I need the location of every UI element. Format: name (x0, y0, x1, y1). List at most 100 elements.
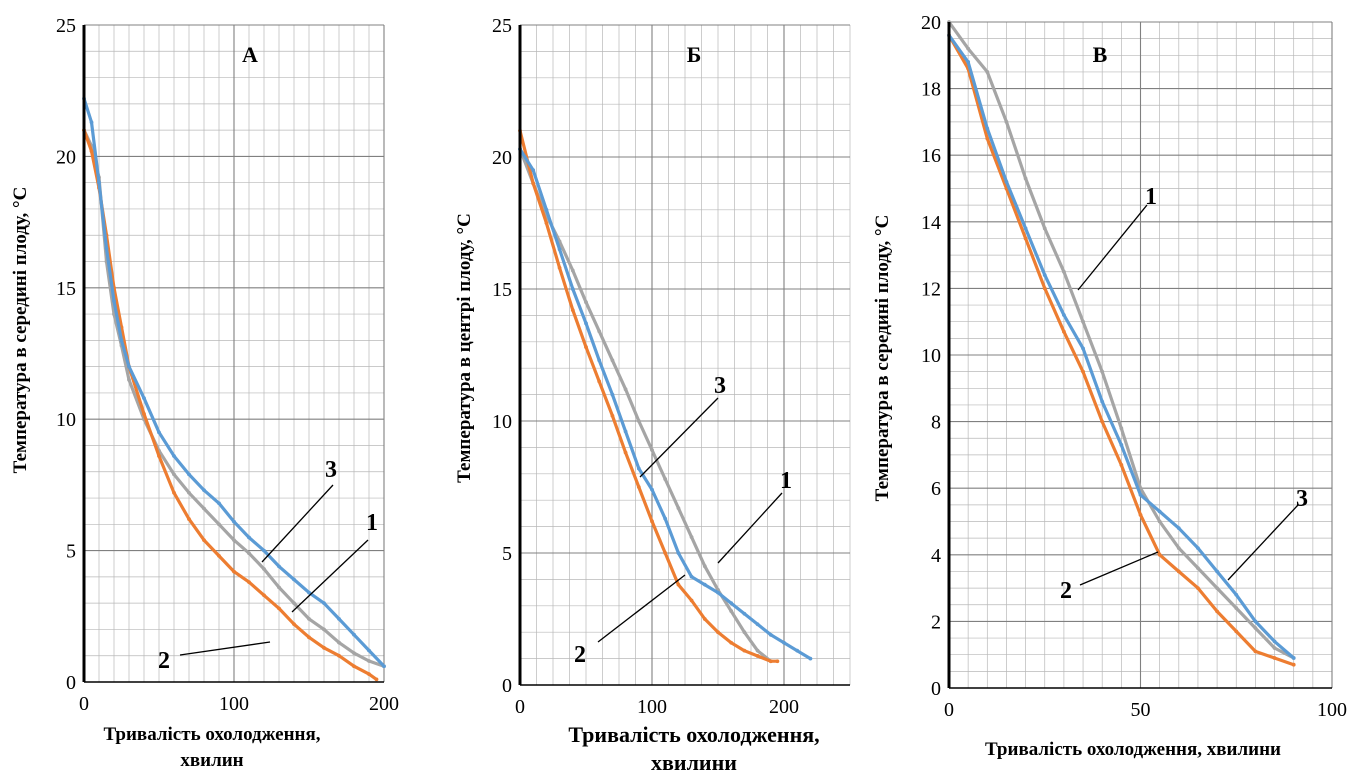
panel-c-ytick-label: 2 (931, 611, 941, 633)
panel-c-series-2-point (1062, 329, 1066, 334)
panel-c-series-3-point (1157, 509, 1162, 514)
panel-a: 0 5 10 15 20 25 0 100 200 А Температура в середи… (10, 15, 399, 771)
panel-a-series (82, 96, 386, 682)
panel-b-xtick-label: 0 (515, 696, 525, 718)
panel-b-series-3-point (768, 632, 773, 637)
panel-c-ytick-label: 14 (921, 212, 941, 234)
panel-b-series-2-point (663, 551, 668, 555)
panel-a-series-1-point (277, 585, 281, 590)
panel-a-ytick-label: 5 (66, 541, 76, 563)
panel-b-ytick-label: 0 (502, 675, 512, 697)
panel-b-series-1-point (676, 506, 681, 511)
panel-b-xtick-label: 200 (769, 696, 799, 718)
panel-b-series-3-point (650, 487, 654, 492)
panel-a-series-2-point (374, 677, 379, 682)
panel-a-annotations: 3 1 2 (158, 457, 378, 674)
panel-b-series-2-point (775, 659, 780, 664)
panel-b-series-3-point (808, 656, 813, 661)
panel-a-series-3-point (382, 664, 386, 669)
panel-c-ytick-label: 12 (921, 278, 941, 300)
panel-b-series-3-point (584, 321, 588, 326)
panel-c-ytick-label: 16 (921, 145, 941, 167)
panel-a-series-1-point (247, 551, 251, 556)
panel-b-annotations: 3 1 2 (574, 373, 792, 668)
panel-b-series-2-point (702, 617, 707, 621)
panel-b-series-3-point (597, 358, 602, 363)
panel-b-label-3: 3 (714, 373, 726, 399)
panel-a-series-3-point (142, 396, 146, 401)
panel-c-series-1-point (1253, 626, 1258, 630)
panel-c-series-3-point (1291, 656, 1296, 660)
panel-c-xtick-label: 50 (1131, 699, 1151, 721)
panel-b-series-3-point (755, 622, 760, 627)
panel-c-series-3-point (1196, 546, 1200, 551)
panel-b-series-3-point (689, 574, 694, 579)
panel-a-series-3-point (112, 299, 116, 303)
panel-a-leader-2 (179, 641, 271, 656)
panel-c-ytick-label: 6 (931, 478, 941, 500)
panel-c-ylabel: Температура в середині плоду, °С (872, 215, 893, 502)
panel-c-series-3-point (1004, 179, 1009, 184)
panel-b-leader-2 (597, 574, 686, 643)
panel-b-series (518, 128, 813, 664)
panel-a-series-3-point (337, 617, 341, 621)
panel-a-series-2-point (232, 569, 236, 574)
panel-b-ytick-label: 5 (502, 543, 512, 565)
panel-a-series-3-point (119, 338, 124, 343)
panel-c-grid (948, 21, 1333, 689)
panel-b-series-3-point (544, 207, 549, 212)
panel-b-series-2-point (768, 659, 773, 664)
panel-a-series-2-point (277, 606, 281, 611)
panel-a-series-2-line (82, 129, 378, 681)
panel-c-series-3-point (1062, 313, 1066, 317)
panel-a-series-1-point (202, 506, 206, 511)
panel-b-series-3-point (702, 582, 707, 587)
panel-b-series-2-point (570, 308, 575, 313)
panel-c-series-3-point (1138, 492, 1143, 497)
panel-b-series-1-point (755, 648, 760, 653)
panel-b-series-1-point (610, 358, 615, 363)
panel-a-series-3-point (322, 601, 326, 606)
panel-a-series-1-point (367, 659, 371, 663)
panel-c-series-3-point (1215, 569, 1219, 574)
panel-b-series-3-point (531, 168, 536, 173)
panel-c-annotations: 1 3 2 (1060, 184, 1308, 604)
panel-a-grid (83, 24, 385, 683)
panel-c-series-1-point (1196, 566, 1200, 571)
panel-b-grid (519, 24, 851, 686)
panel-c-series-2-point (1100, 419, 1105, 424)
panel-a-series-1-point (262, 567, 266, 571)
panel-c-series-2-point (1081, 369, 1085, 374)
panel-b-series-2-point (755, 654, 760, 658)
panel-b-ytick-label: 10 (492, 411, 512, 433)
panel-a-series-3-point (292, 577, 296, 582)
panel-c-series-3-point (1081, 346, 1085, 351)
panel-a-series-3-point (187, 472, 191, 477)
panel-b-series-2-point (689, 598, 694, 603)
panel-b-series-1-point (689, 535, 694, 540)
panel-b-series-2-point (557, 265, 562, 270)
panel-c-series-2-point (1196, 586, 1200, 590)
panel-c-series-1-point (1157, 519, 1162, 524)
panel-a-series-3-line (82, 98, 386, 668)
panel-c-series-2-point (985, 136, 990, 141)
panel-b-series-1-point (597, 329, 602, 334)
panel-b-series-1-line (518, 148, 772, 663)
panel-a-label-1: 1 (366, 510, 378, 536)
panel-b: 0 5 10 15 20 25 0 100 200 Б Температура в центрі… (454, 15, 851, 775)
panel-a-series-1-point (127, 377, 131, 382)
panel-a-ytick-label: 0 (66, 672, 76, 694)
panel-c-series-3-point (1253, 619, 1258, 624)
panel-a-leader-3 (261, 484, 334, 563)
panel-a-series-2-point (367, 672, 371, 677)
panel-a-series-3-point (97, 180, 101, 185)
panel-a-series-3-point (262, 548, 266, 553)
panel-a-series-3-point (172, 454, 176, 458)
panel-c-label-1: 1 (1145, 184, 1157, 210)
panel-b-leader-1 (717, 492, 783, 564)
panel-b-series-2-point (531, 181, 536, 186)
panel-b-leader-3 (639, 397, 719, 478)
panel-a-series-1-point (337, 640, 341, 645)
